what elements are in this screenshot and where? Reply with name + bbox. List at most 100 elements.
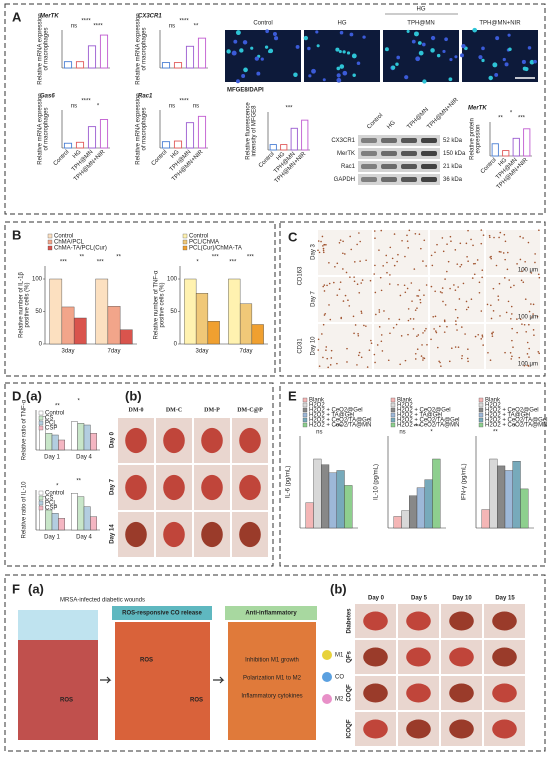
stain <box>493 236 495 239</box>
stain <box>389 332 391 335</box>
cell <box>494 72 499 77</box>
stain <box>447 260 450 263</box>
stain <box>504 258 506 261</box>
stain <box>360 282 362 284</box>
legend-label: Blank <box>309 398 325 404</box>
legend-label: H2O2 + CeO2/TA@Gel <box>309 418 372 424</box>
stain <box>406 240 409 242</box>
y-tick-label: 50 <box>35 309 42 315</box>
bar <box>63 61 73 69</box>
stain <box>356 243 358 246</box>
legend-swatch <box>38 410 44 416</box>
bar <box>73 317 87 345</box>
stain <box>416 295 418 297</box>
stain <box>349 276 351 278</box>
stain <box>365 259 367 262</box>
stain <box>375 313 377 316</box>
stain <box>353 332 355 335</box>
stain <box>323 290 326 292</box>
significance: * <box>196 260 199 266</box>
legend-icon <box>322 694 332 704</box>
stain <box>497 299 500 301</box>
cell <box>256 71 261 76</box>
bar <box>107 306 121 345</box>
y-axis-label: Relative ratio of IL-10 <box>22 481 28 539</box>
legend-swatch <box>38 415 44 421</box>
y-axis-label: of macrophages <box>142 27 148 70</box>
legend-label: H2O2 + CeO2/TA@Gel <box>397 418 460 424</box>
legend-label: H2O2 + CeO2/TA@MN <box>485 423 548 429</box>
stain <box>347 299 349 301</box>
stain <box>498 282 501 285</box>
cell <box>339 30 344 35</box>
stain <box>537 273 540 276</box>
y-axis-label: IFN-γ (pg/mL) <box>462 463 468 500</box>
significance: *** <box>518 116 526 122</box>
panel-label: (a) <box>26 388 42 403</box>
bar <box>502 150 510 157</box>
stain <box>464 333 466 335</box>
blot-band <box>421 177 437 182</box>
stain <box>350 248 353 251</box>
blot-band <box>361 138 377 143</box>
cell <box>311 68 316 74</box>
legend-icon <box>322 672 332 682</box>
cell <box>430 48 435 53</box>
bar <box>95 278 109 345</box>
blot-size: 150 kDa <box>443 151 466 157</box>
stain <box>457 286 459 288</box>
stain <box>356 283 359 286</box>
stain <box>328 304 330 306</box>
stain <box>414 358 417 360</box>
stain <box>441 237 444 239</box>
stain <box>360 312 363 314</box>
header-label: Anti-inflammatory <box>245 611 297 617</box>
blot-band <box>361 164 377 169</box>
cell <box>342 50 346 54</box>
chart-title: Rac1 <box>138 94 153 100</box>
cell <box>444 37 448 42</box>
legend-label: CSP <box>45 506 57 512</box>
stain <box>322 249 325 252</box>
stain <box>330 357 333 359</box>
cell <box>529 59 535 65</box>
stain <box>498 250 501 253</box>
stain <box>344 253 346 255</box>
bar <box>290 127 298 151</box>
wound <box>449 611 474 631</box>
stain <box>528 323 530 326</box>
stain <box>374 291 377 294</box>
stain <box>457 346 460 348</box>
stain <box>467 348 469 350</box>
bar <box>61 306 75 345</box>
bar <box>173 140 183 149</box>
row-label: Day 10 <box>311 336 317 356</box>
stain <box>321 235 324 238</box>
cell <box>336 77 342 83</box>
stain <box>328 282 331 285</box>
stain <box>393 264 396 267</box>
image <box>374 324 428 369</box>
skin <box>18 610 98 640</box>
legend-label: ChMA/PCL <box>54 240 85 246</box>
stain <box>356 364 358 366</box>
bar <box>328 472 337 529</box>
legend-label: CS <box>45 496 53 502</box>
stain <box>503 233 506 236</box>
blot-row-label: Rac1 <box>341 164 356 170</box>
blot-size: 52 kDa <box>443 138 463 144</box>
stain <box>326 284 328 287</box>
stain <box>378 309 381 311</box>
cell <box>507 33 511 37</box>
blot-band <box>421 164 437 169</box>
stain <box>391 257 394 260</box>
header <box>112 606 212 620</box>
legend-label: CSP <box>45 426 57 432</box>
cell <box>404 75 409 80</box>
panel-label: D <box>12 388 21 403</box>
stain <box>321 333 323 335</box>
stain <box>349 235 351 238</box>
stain <box>487 351 489 354</box>
stain <box>334 265 336 268</box>
y-axis-label: positive cells (%) <box>160 282 166 327</box>
